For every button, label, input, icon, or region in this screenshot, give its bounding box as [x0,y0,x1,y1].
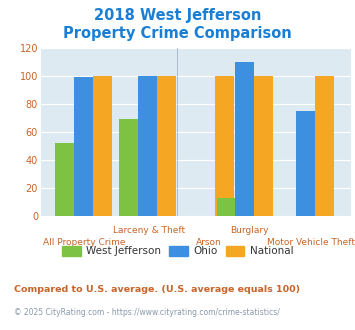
Bar [296,111,315,216]
Bar [235,62,254,216]
Text: Property Crime Comparison: Property Crime Comparison [63,26,292,41]
Bar [74,77,93,216]
Text: Compared to U.S. average. (U.S. average equals 100): Compared to U.S. average. (U.S. average … [14,285,300,294]
Bar [55,143,74,216]
Bar [119,119,138,216]
Text: Motor Vehicle Theft: Motor Vehicle Theft [267,238,355,247]
Bar [217,198,235,216]
Bar [93,76,112,216]
Text: All Property Crime: All Property Crime [43,238,126,247]
Bar [315,76,334,216]
Bar [215,76,234,216]
Bar [157,76,176,216]
Legend: West Jefferson, Ohio, National: West Jefferson, Ohio, National [58,242,297,260]
Text: Burglary: Burglary [230,226,268,235]
Text: © 2025 CityRating.com - https://www.cityrating.com/crime-statistics/: © 2025 CityRating.com - https://www.city… [14,308,280,316]
Bar [254,76,273,216]
Text: Larceny & Theft: Larceny & Theft [114,226,186,235]
Text: Arson: Arson [196,238,222,247]
Text: 2018 West Jefferson: 2018 West Jefferson [94,8,261,23]
Bar [138,76,157,216]
